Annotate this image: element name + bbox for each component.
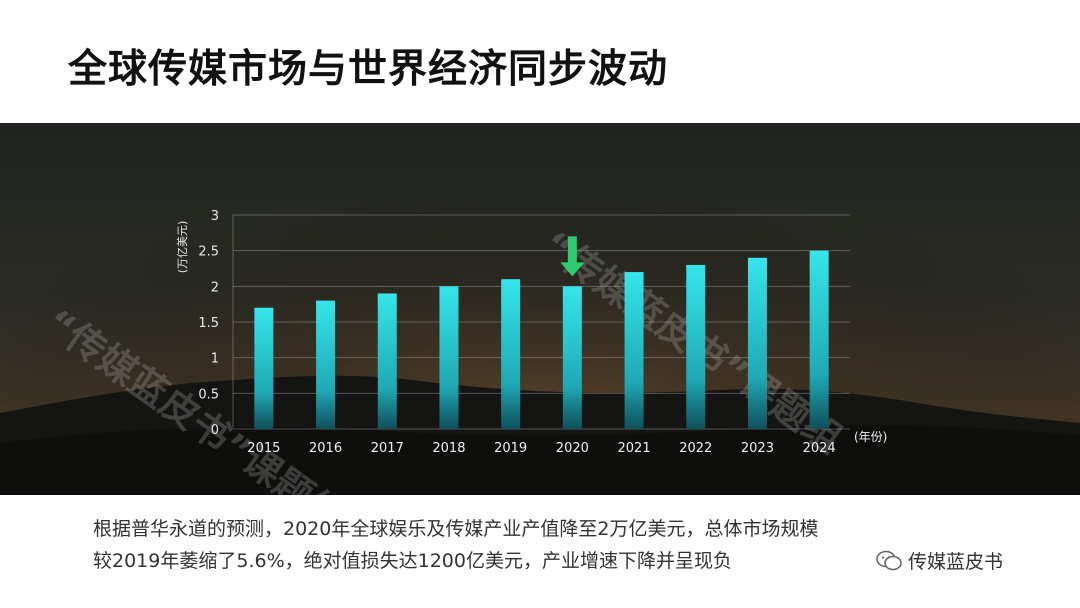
source-badge: 传媒蓝皮书 bbox=[870, 545, 1010, 576]
x-tick-label: 2015 bbox=[247, 441, 280, 456]
badge-text: 传媒蓝皮书 bbox=[908, 551, 1004, 573]
x-tick-label: 2021 bbox=[618, 441, 651, 456]
caption: 根据普华永道的预测，2020年全球娱乐及传媒产业产值降至2万亿美元，总体市场规模… bbox=[93, 513, 1053, 577]
caption-line: 较2019年萎缩了5.6%，绝对值损失达1200亿美元，产业增速下降并呈现负 bbox=[93, 550, 732, 572]
x-tick-label: 2017 bbox=[371, 441, 404, 456]
slide-title: 全球传媒市场与世界经济同步波动 bbox=[68, 47, 669, 92]
bar bbox=[501, 279, 521, 429]
caption-line: 根据普华永道的预测，2020年全球娱乐及传媒产业产值降至2万亿美元，总体市场规模 bbox=[93, 518, 819, 540]
y-tick-label: 1 bbox=[211, 352, 219, 367]
bar bbox=[624, 272, 644, 429]
x-tick-label: 2016 bbox=[309, 441, 342, 456]
x-tick-label: 2024 bbox=[803, 441, 836, 456]
y-tick-label: 0 bbox=[211, 423, 219, 438]
mountain-silhouette bbox=[0, 123, 1080, 495]
x-tick-label: 2020 bbox=[556, 441, 589, 456]
x-tick-label: 2022 bbox=[679, 441, 712, 456]
y-tick-label: 3 bbox=[211, 209, 219, 224]
y-tick-label: 2.5 bbox=[198, 245, 219, 260]
x-tick-label: 2019 bbox=[494, 441, 527, 456]
bar bbox=[747, 257, 767, 429]
y-axis-label: (万亿美元) bbox=[176, 221, 189, 274]
chart-panel: “传媒蓝皮书”课题组 “传媒蓝皮书”课题组 0 0.5 1 1.5 2 2.5 3 (万亿美元… bbox=[0, 123, 1080, 495]
bar bbox=[562, 286, 582, 429]
bar bbox=[439, 286, 459, 429]
bar bbox=[809, 250, 829, 429]
bar bbox=[377, 293, 397, 429]
bar bbox=[686, 264, 706, 429]
bar bbox=[316, 300, 336, 429]
bar-chart: 0 0.5 1 1.5 2 2.5 3 (万亿美元) 2015 2016 2017 2018 2019 2… bbox=[176, 209, 887, 456]
bar bbox=[254, 307, 274, 429]
y-tick-label: 1.5 bbox=[198, 316, 219, 331]
wechat-icon bbox=[876, 550, 902, 570]
x-tick-label: 2023 bbox=[741, 441, 774, 456]
x-tick-label: 2018 bbox=[432, 441, 465, 456]
y-tick-label: 2 bbox=[211, 280, 219, 295]
y-tick-label: 0.5 bbox=[198, 387, 219, 402]
x-axis-label: (年份) bbox=[854, 430, 887, 444]
down-arrow-icon bbox=[560, 236, 585, 277]
